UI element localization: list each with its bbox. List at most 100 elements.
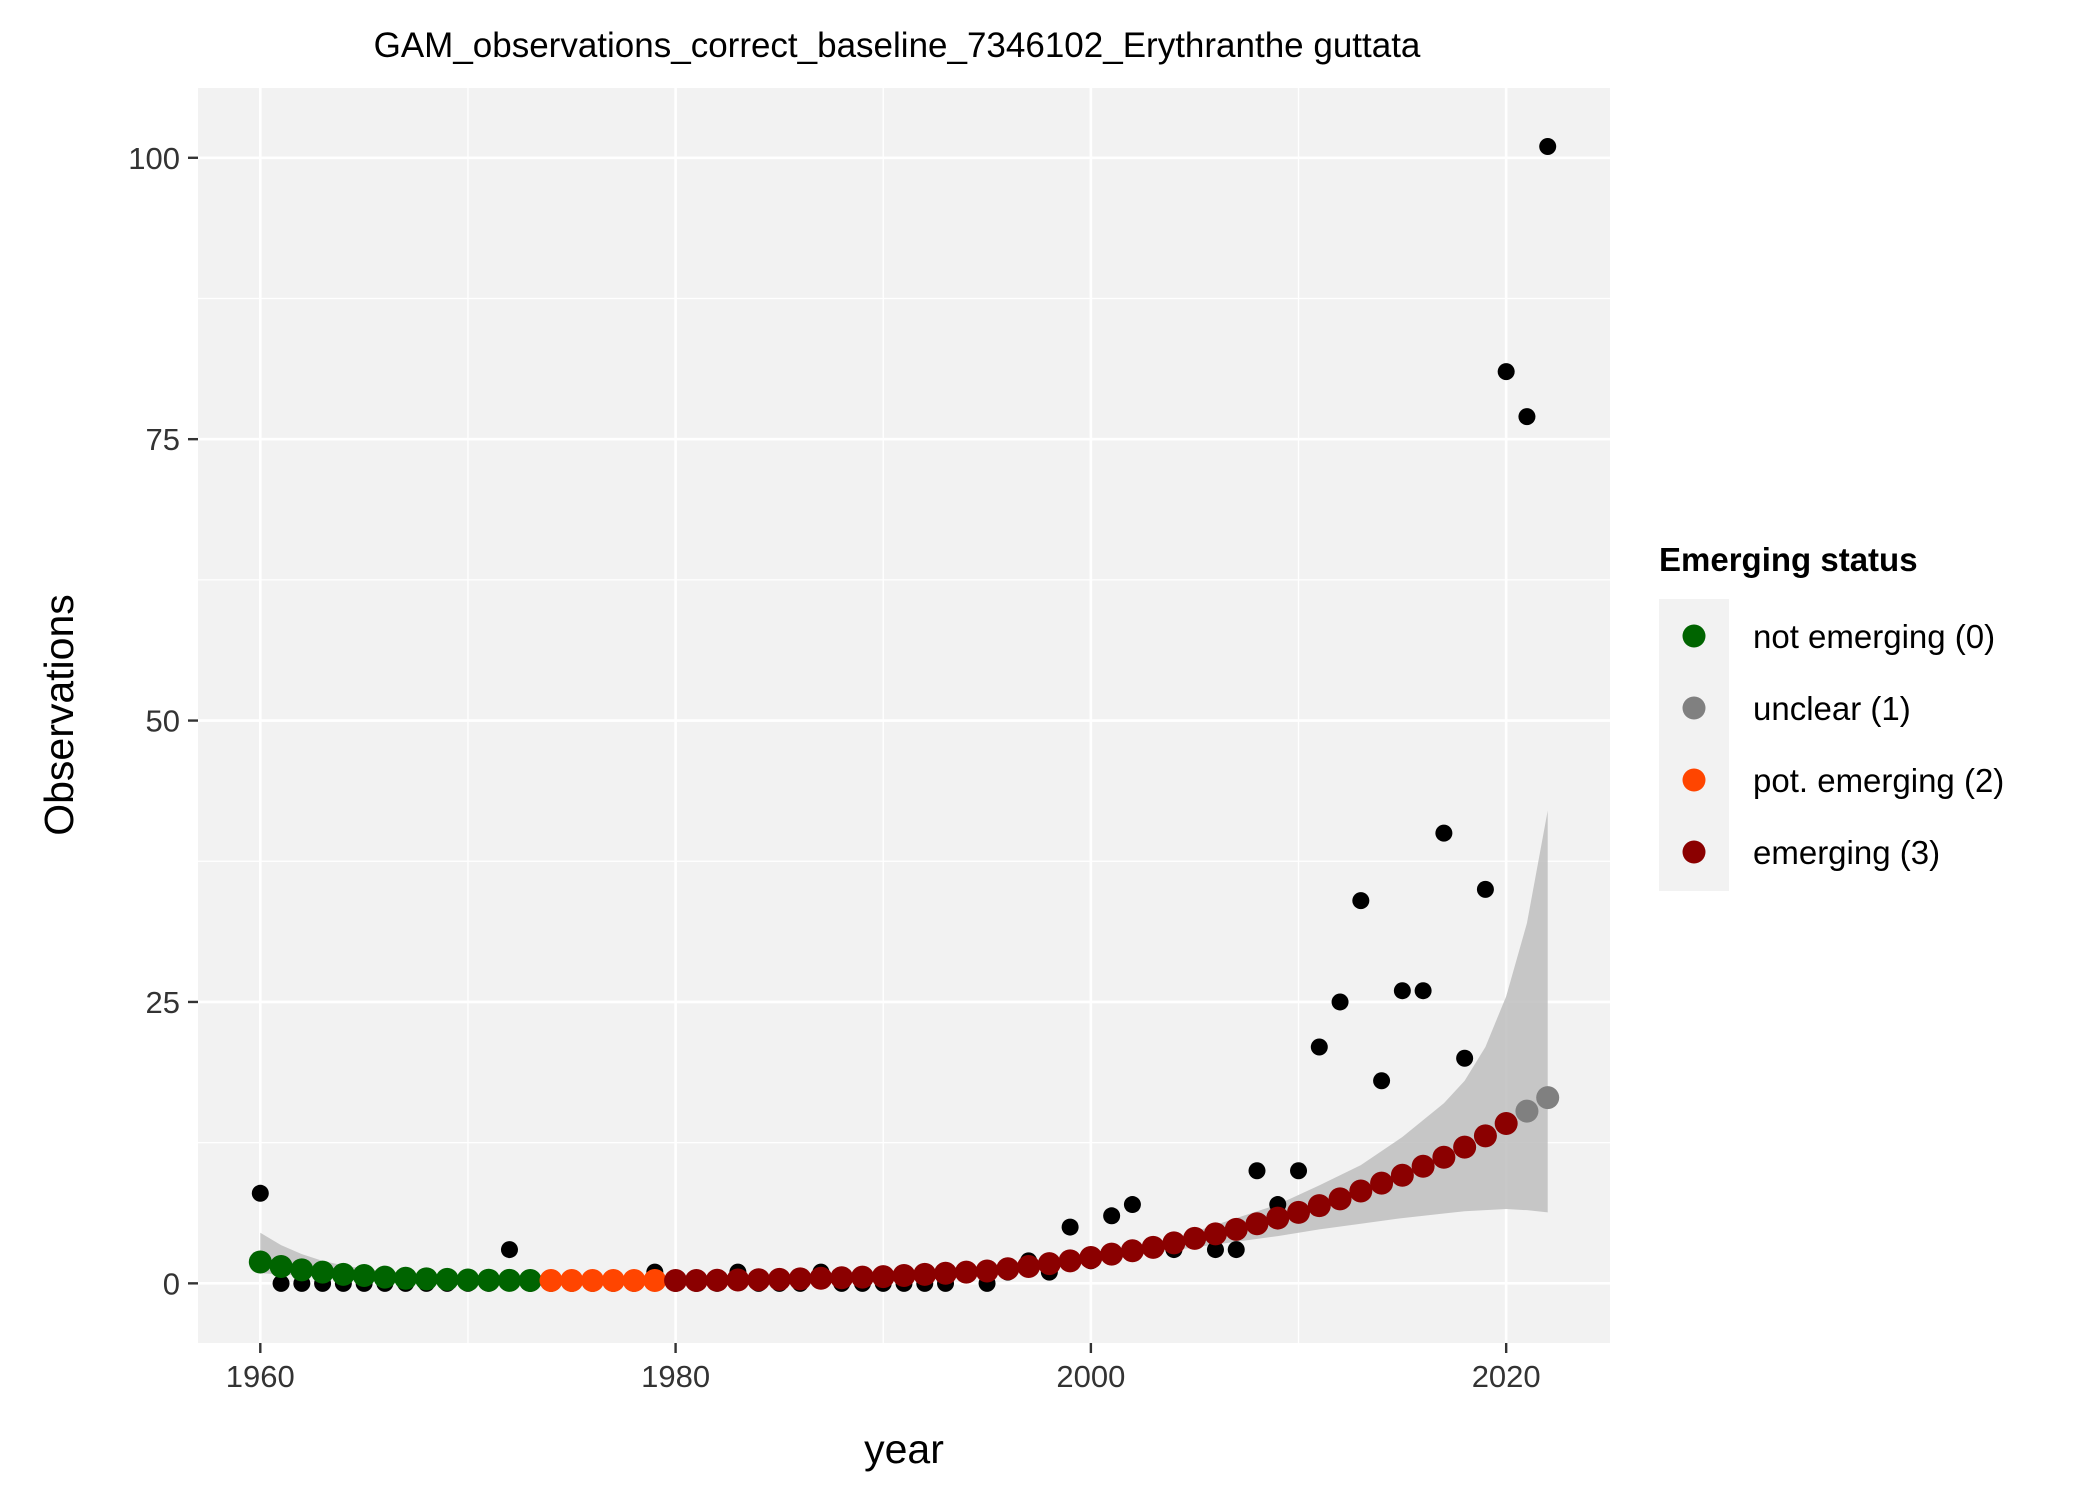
observed-point — [1414, 982, 1432, 1000]
fitted-point — [975, 1259, 999, 1283]
legend: Emerging status not emerging (0) unclear … — [1659, 541, 2004, 891]
fitted-point — [767, 1267, 791, 1291]
fitted-point — [1224, 1217, 1248, 1241]
fitted-point — [601, 1269, 625, 1293]
fitted-point — [788, 1267, 812, 1291]
fitted-point — [1079, 1245, 1103, 1269]
observed-point — [1518, 408, 1536, 426]
fitted-point — [684, 1269, 708, 1293]
fitted-point — [954, 1260, 978, 1284]
fitted-point — [1494, 1112, 1518, 1136]
fitted-point — [1120, 1239, 1144, 1263]
fitted-point — [290, 1258, 314, 1282]
legend-key — [1682, 624, 1706, 648]
observed-point — [1435, 824, 1453, 842]
fitted-point — [1307, 1194, 1331, 1218]
fitted-point — [830, 1266, 854, 1290]
fitted-point — [518, 1269, 542, 1293]
fitted-point — [892, 1263, 916, 1287]
fitted-point — [497, 1268, 521, 1292]
fitted-point — [1328, 1187, 1352, 1211]
observed-point — [1497, 363, 1515, 381]
fitted-point — [1017, 1254, 1041, 1278]
fitted-point — [373, 1265, 397, 1289]
observed-point — [1290, 1162, 1308, 1180]
plot-panel — [198, 88, 1610, 1343]
legend-key — [1682, 840, 1706, 864]
fitted-point — [913, 1262, 937, 1286]
observed-point — [251, 1184, 269, 1202]
legend-key — [1682, 696, 1706, 720]
fitted-point — [1203, 1222, 1227, 1246]
legend-label: unclear (1) — [1753, 690, 1911, 727]
observed-point — [1352, 892, 1370, 910]
fitted-point — [477, 1268, 501, 1292]
fitted-point — [934, 1261, 958, 1285]
fitted-point — [331, 1262, 355, 1286]
chart-title: GAM_observations_correct_baseline_734610… — [374, 26, 1421, 65]
fitted-point — [1473, 1124, 1497, 1148]
fitted-point — [539, 1269, 563, 1293]
fitted-point — [394, 1266, 418, 1290]
fitted-point — [352, 1263, 376, 1287]
fitted-point — [1162, 1231, 1186, 1255]
observed-point — [1476, 880, 1494, 898]
observed-point — [1310, 1038, 1328, 1056]
observed-point — [1393, 982, 1411, 1000]
fitted-point — [456, 1268, 480, 1292]
fitted-point — [1037, 1252, 1061, 1276]
fitted-point — [622, 1269, 646, 1293]
observed-point — [500, 1241, 518, 1259]
fitted-point — [850, 1265, 874, 1289]
x-axis-title: year — [864, 1426, 944, 1472]
fitted-point — [726, 1268, 750, 1292]
x-tick-label: 1980 — [641, 1359, 710, 1394]
fitted-point — [1349, 1179, 1373, 1203]
axes: 0 25 50 75 100 1960 1980 2000 2020 — [128, 141, 1540, 1394]
fitted-point — [435, 1267, 459, 1291]
observed-point — [1103, 1207, 1121, 1225]
observed-point — [1206, 1241, 1224, 1259]
fitted-point — [1390, 1163, 1414, 1187]
fitted-point — [996, 1257, 1020, 1281]
fitted-point — [1370, 1171, 1394, 1195]
fitted-point — [1100, 1242, 1124, 1266]
grid-minor — [198, 88, 1610, 1343]
fitted-point — [1245, 1212, 1269, 1236]
fitted-point — [560, 1269, 584, 1293]
observed-point — [1331, 993, 1349, 1011]
fitted-point — [1453, 1135, 1477, 1159]
observed-point — [1456, 1049, 1474, 1067]
fitted-point — [1287, 1200, 1311, 1224]
observed-point — [1227, 1241, 1245, 1259]
legend-title: Emerging status — [1659, 541, 1918, 578]
y-tick-label: 25 — [146, 985, 180, 1020]
fitted-points — [248, 1086, 1560, 1293]
observed-point — [1123, 1196, 1141, 1214]
observed-point — [1373, 1072, 1391, 1090]
observed-point — [272, 1274, 290, 1292]
legend-label: pot. emerging (2) — [1753, 762, 2004, 799]
fitted-point — [581, 1269, 605, 1293]
y-tick-label: 50 — [146, 704, 180, 739]
observed-point — [1539, 138, 1557, 156]
fitted-point — [705, 1268, 729, 1292]
x-tick-label: 2000 — [1056, 1359, 1125, 1394]
fitted-point — [1536, 1086, 1560, 1110]
fitted-point — [747, 1268, 771, 1292]
y-tick-label: 0 — [163, 1266, 180, 1301]
fitted-point — [1266, 1206, 1290, 1230]
fitted-point — [1515, 1099, 1539, 1123]
y-axis-title: Observations — [36, 594, 82, 836]
x-tick-label: 2020 — [1472, 1359, 1541, 1394]
fitted-point — [1183, 1226, 1207, 1250]
fitted-point — [1411, 1154, 1435, 1178]
fitted-point — [664, 1269, 688, 1293]
legend-label: emerging (3) — [1753, 834, 1940, 871]
fitted-point — [1141, 1235, 1165, 1259]
fitted-point — [269, 1254, 293, 1278]
legend-key — [1682, 768, 1706, 792]
fitted-point — [311, 1260, 335, 1284]
fitted-point — [1058, 1249, 1082, 1273]
